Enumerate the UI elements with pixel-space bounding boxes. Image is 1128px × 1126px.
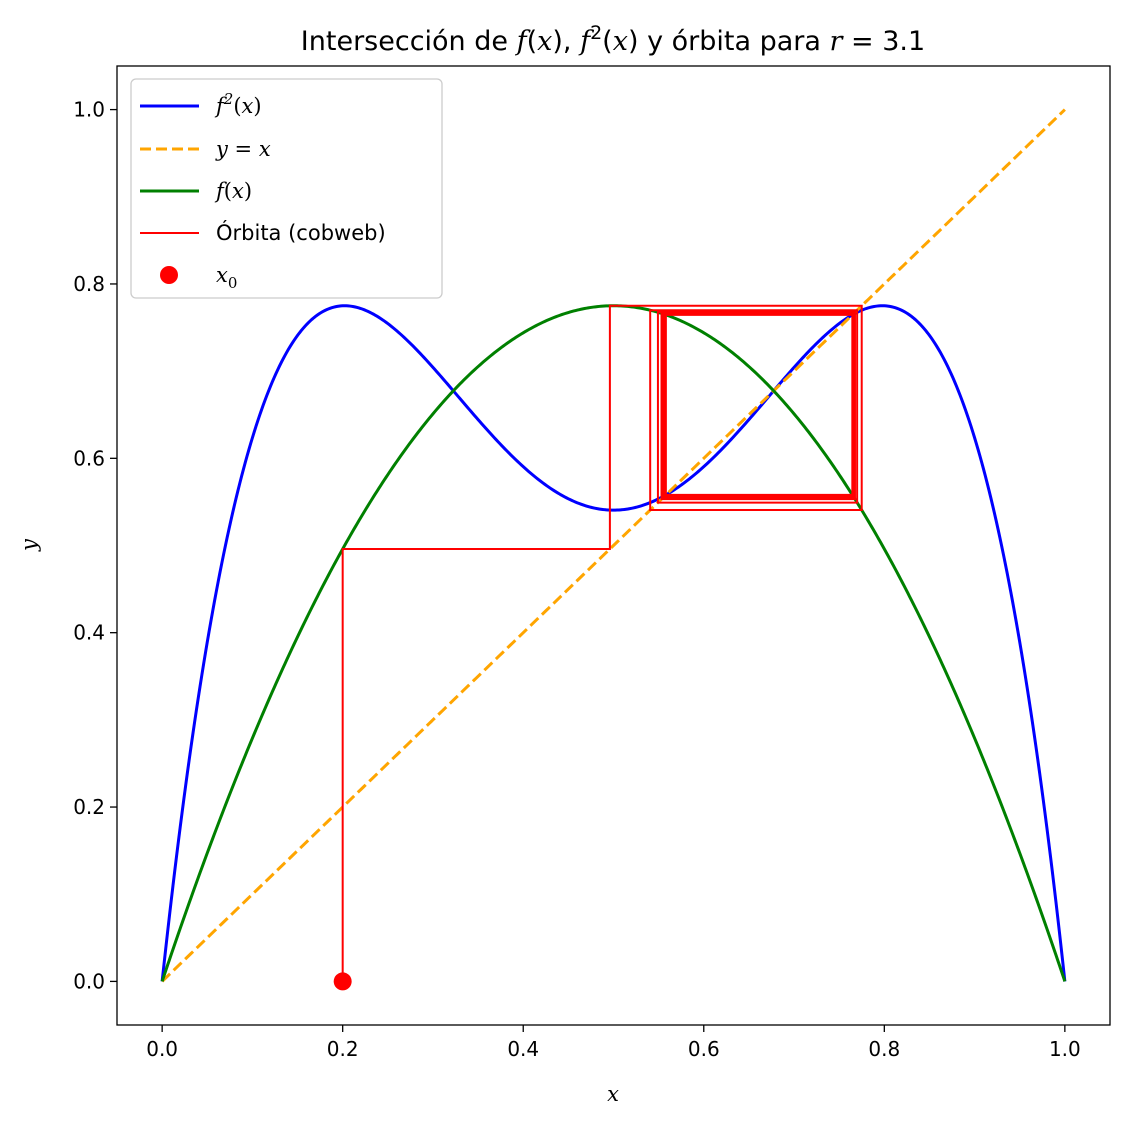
axis-ticks: 0.0 0.2 0.4 0.6 0.8 1.0 0.0 0.2 0.4 0.6 0.8 1.0 [73,98,1081,1061]
y-tick-label: 0.6 [73,446,105,470]
x-axis-label: x [607,1082,619,1106]
x-tick-label: 1.0 [1049,1037,1081,1061]
legend-handle-x0 [160,266,178,284]
plot-frame [116,65,1111,1026]
x-tick-label: 0.2 [327,1037,359,1061]
y-tick-label: 0.2 [73,795,105,819]
y-tick-label: 1.0 [73,98,105,122]
legend: f2(x) y = x f(x) Órbita (cobweb) x0 [130,78,443,299]
legend-label-orbit: Órbita (cobweb) [216,220,386,245]
plot-area [160,108,1067,991]
y-tick-label: 0.0 [73,969,105,993]
x-tick-label: 0.6 [688,1037,720,1061]
chart-title: Intersección de f(x), f2(x) y órbita par… [301,22,925,57]
legend-label-f2: f2(x) [214,90,262,118]
x-tick-label: 0.4 [507,1037,539,1061]
x0-marker [333,972,352,991]
legend-frame [130,78,443,299]
series-orbit-cobweb [341,304,863,982]
legend-label-x0: x0 [216,263,237,292]
y-axis-label: y [17,538,41,552]
series-identity-line [161,108,1066,983]
x-tick-label: 0.0 [146,1037,178,1061]
y-tick-label: 0.4 [73,621,105,645]
legend-label-f: f(x) [214,179,252,203]
series-f2-line [160,304,1067,982]
legend-label-identity: y = x [215,137,271,161]
x-tick-label: 0.8 [868,1037,900,1061]
y-tick-label: 0.8 [73,272,105,296]
